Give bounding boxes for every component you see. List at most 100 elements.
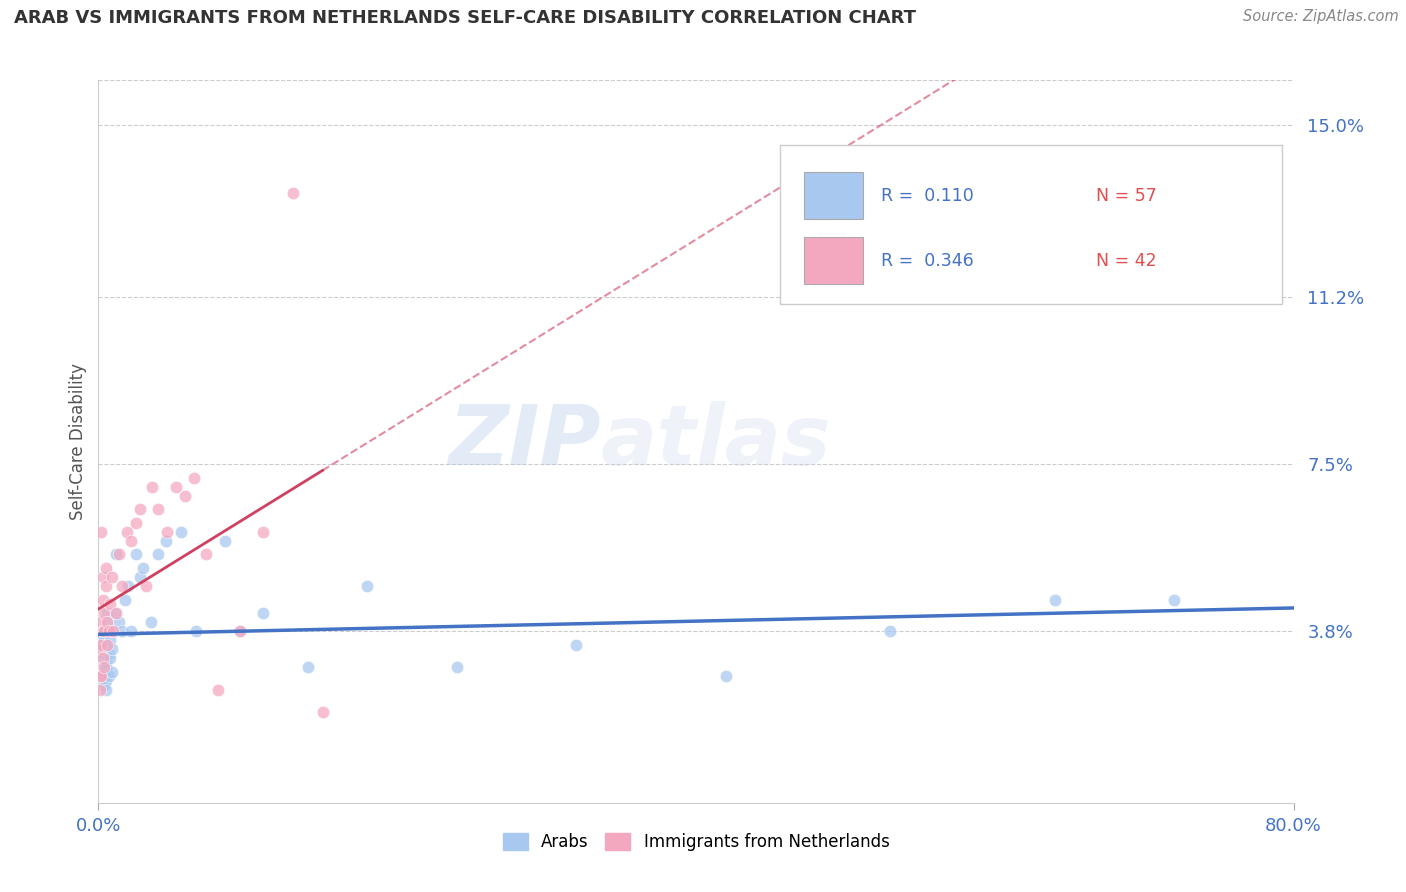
Point: [91, 656, 114, 670]
Point: [90, 669, 112, 683]
Point: [90, 638, 112, 652]
Point: [169, 524, 191, 539]
Point: [1043, 592, 1066, 607]
Point: [89, 669, 111, 683]
Text: N = 57: N = 57: [1097, 187, 1157, 205]
Point: [93, 606, 115, 620]
Point: [125, 548, 148, 562]
Point: [105, 606, 128, 620]
Point: [565, 638, 588, 652]
Point: [183, 471, 205, 485]
Point: [90, 615, 112, 630]
Point: [90, 665, 112, 679]
Point: [108, 548, 131, 562]
Point: [93, 647, 115, 661]
Point: [89, 642, 111, 657]
Point: [139, 615, 162, 630]
Point: [111, 579, 134, 593]
Point: [93, 678, 115, 692]
Point: [165, 480, 187, 494]
Point: [132, 561, 155, 575]
Point: [96, 615, 118, 630]
Point: [195, 548, 218, 562]
Text: ARAB VS IMMIGRANTS FROM NETHERLANDS SELF-CARE DISABILITY CORRELATION CHART: ARAB VS IMMIGRANTS FROM NETHERLANDS SELF…: [14, 9, 917, 27]
Point: [90, 647, 112, 661]
Point: [281, 186, 304, 201]
Point: [97, 624, 120, 639]
Point: [97, 669, 120, 683]
Point: [129, 570, 152, 584]
Point: [105, 548, 128, 562]
Point: [94, 660, 117, 674]
Y-axis label: Self-Care Disability: Self-Care Disability: [69, 363, 87, 520]
Point: [93, 660, 115, 674]
Point: [101, 665, 124, 679]
Point: [229, 624, 252, 639]
Point: [98, 633, 122, 648]
Point: [229, 624, 252, 639]
FancyBboxPatch shape: [779, 145, 1282, 304]
Point: [91, 673, 114, 688]
Point: [184, 624, 207, 639]
Point: [96, 615, 118, 630]
Point: [94, 579, 117, 593]
Point: [91, 592, 114, 607]
Point: [141, 480, 163, 494]
Point: [117, 579, 139, 593]
Point: [311, 706, 333, 720]
Text: R =  0.110: R = 0.110: [882, 187, 974, 205]
FancyBboxPatch shape: [804, 172, 863, 219]
Point: [252, 524, 274, 539]
Point: [101, 642, 124, 657]
Text: Source: ZipAtlas.com: Source: ZipAtlas.com: [1243, 9, 1399, 24]
Point: [1163, 592, 1185, 607]
Point: [97, 647, 120, 661]
Point: [252, 606, 274, 620]
Point: [148, 502, 170, 516]
Point: [93, 665, 115, 679]
FancyBboxPatch shape: [804, 237, 863, 285]
Point: [207, 682, 229, 697]
Point: [96, 638, 118, 652]
Point: [120, 624, 142, 639]
Point: [879, 624, 901, 639]
Point: [93, 633, 115, 648]
Point: [91, 624, 114, 639]
Point: [356, 579, 378, 593]
Point: [104, 606, 127, 620]
Point: [91, 570, 114, 584]
Point: [94, 561, 117, 575]
Point: [91, 638, 114, 652]
Text: R =  0.346: R = 0.346: [882, 252, 974, 270]
Point: [155, 533, 177, 548]
Text: atlas: atlas: [600, 401, 831, 482]
Point: [89, 642, 111, 657]
Point: [446, 660, 468, 674]
Point: [174, 489, 197, 503]
Text: N = 42: N = 42: [1097, 252, 1157, 270]
Text: ZIP: ZIP: [447, 401, 600, 482]
Point: [94, 656, 117, 670]
Point: [90, 524, 112, 539]
Point: [120, 533, 142, 548]
Point: [103, 624, 125, 639]
Point: [90, 651, 112, 665]
Point: [89, 669, 111, 683]
Point: [93, 624, 115, 639]
Point: [111, 624, 134, 639]
Point: [214, 533, 236, 548]
Point: [91, 651, 114, 665]
Point: [114, 592, 136, 607]
Point: [148, 548, 170, 562]
Point: [129, 502, 152, 516]
Point: [135, 579, 157, 593]
Point: [156, 524, 179, 539]
Point: [98, 597, 122, 611]
Point: [94, 673, 117, 688]
Point: [125, 516, 148, 530]
Point: [96, 606, 118, 620]
Point: [89, 660, 111, 674]
Point: [115, 524, 138, 539]
Point: [90, 633, 112, 648]
Point: [89, 682, 111, 697]
